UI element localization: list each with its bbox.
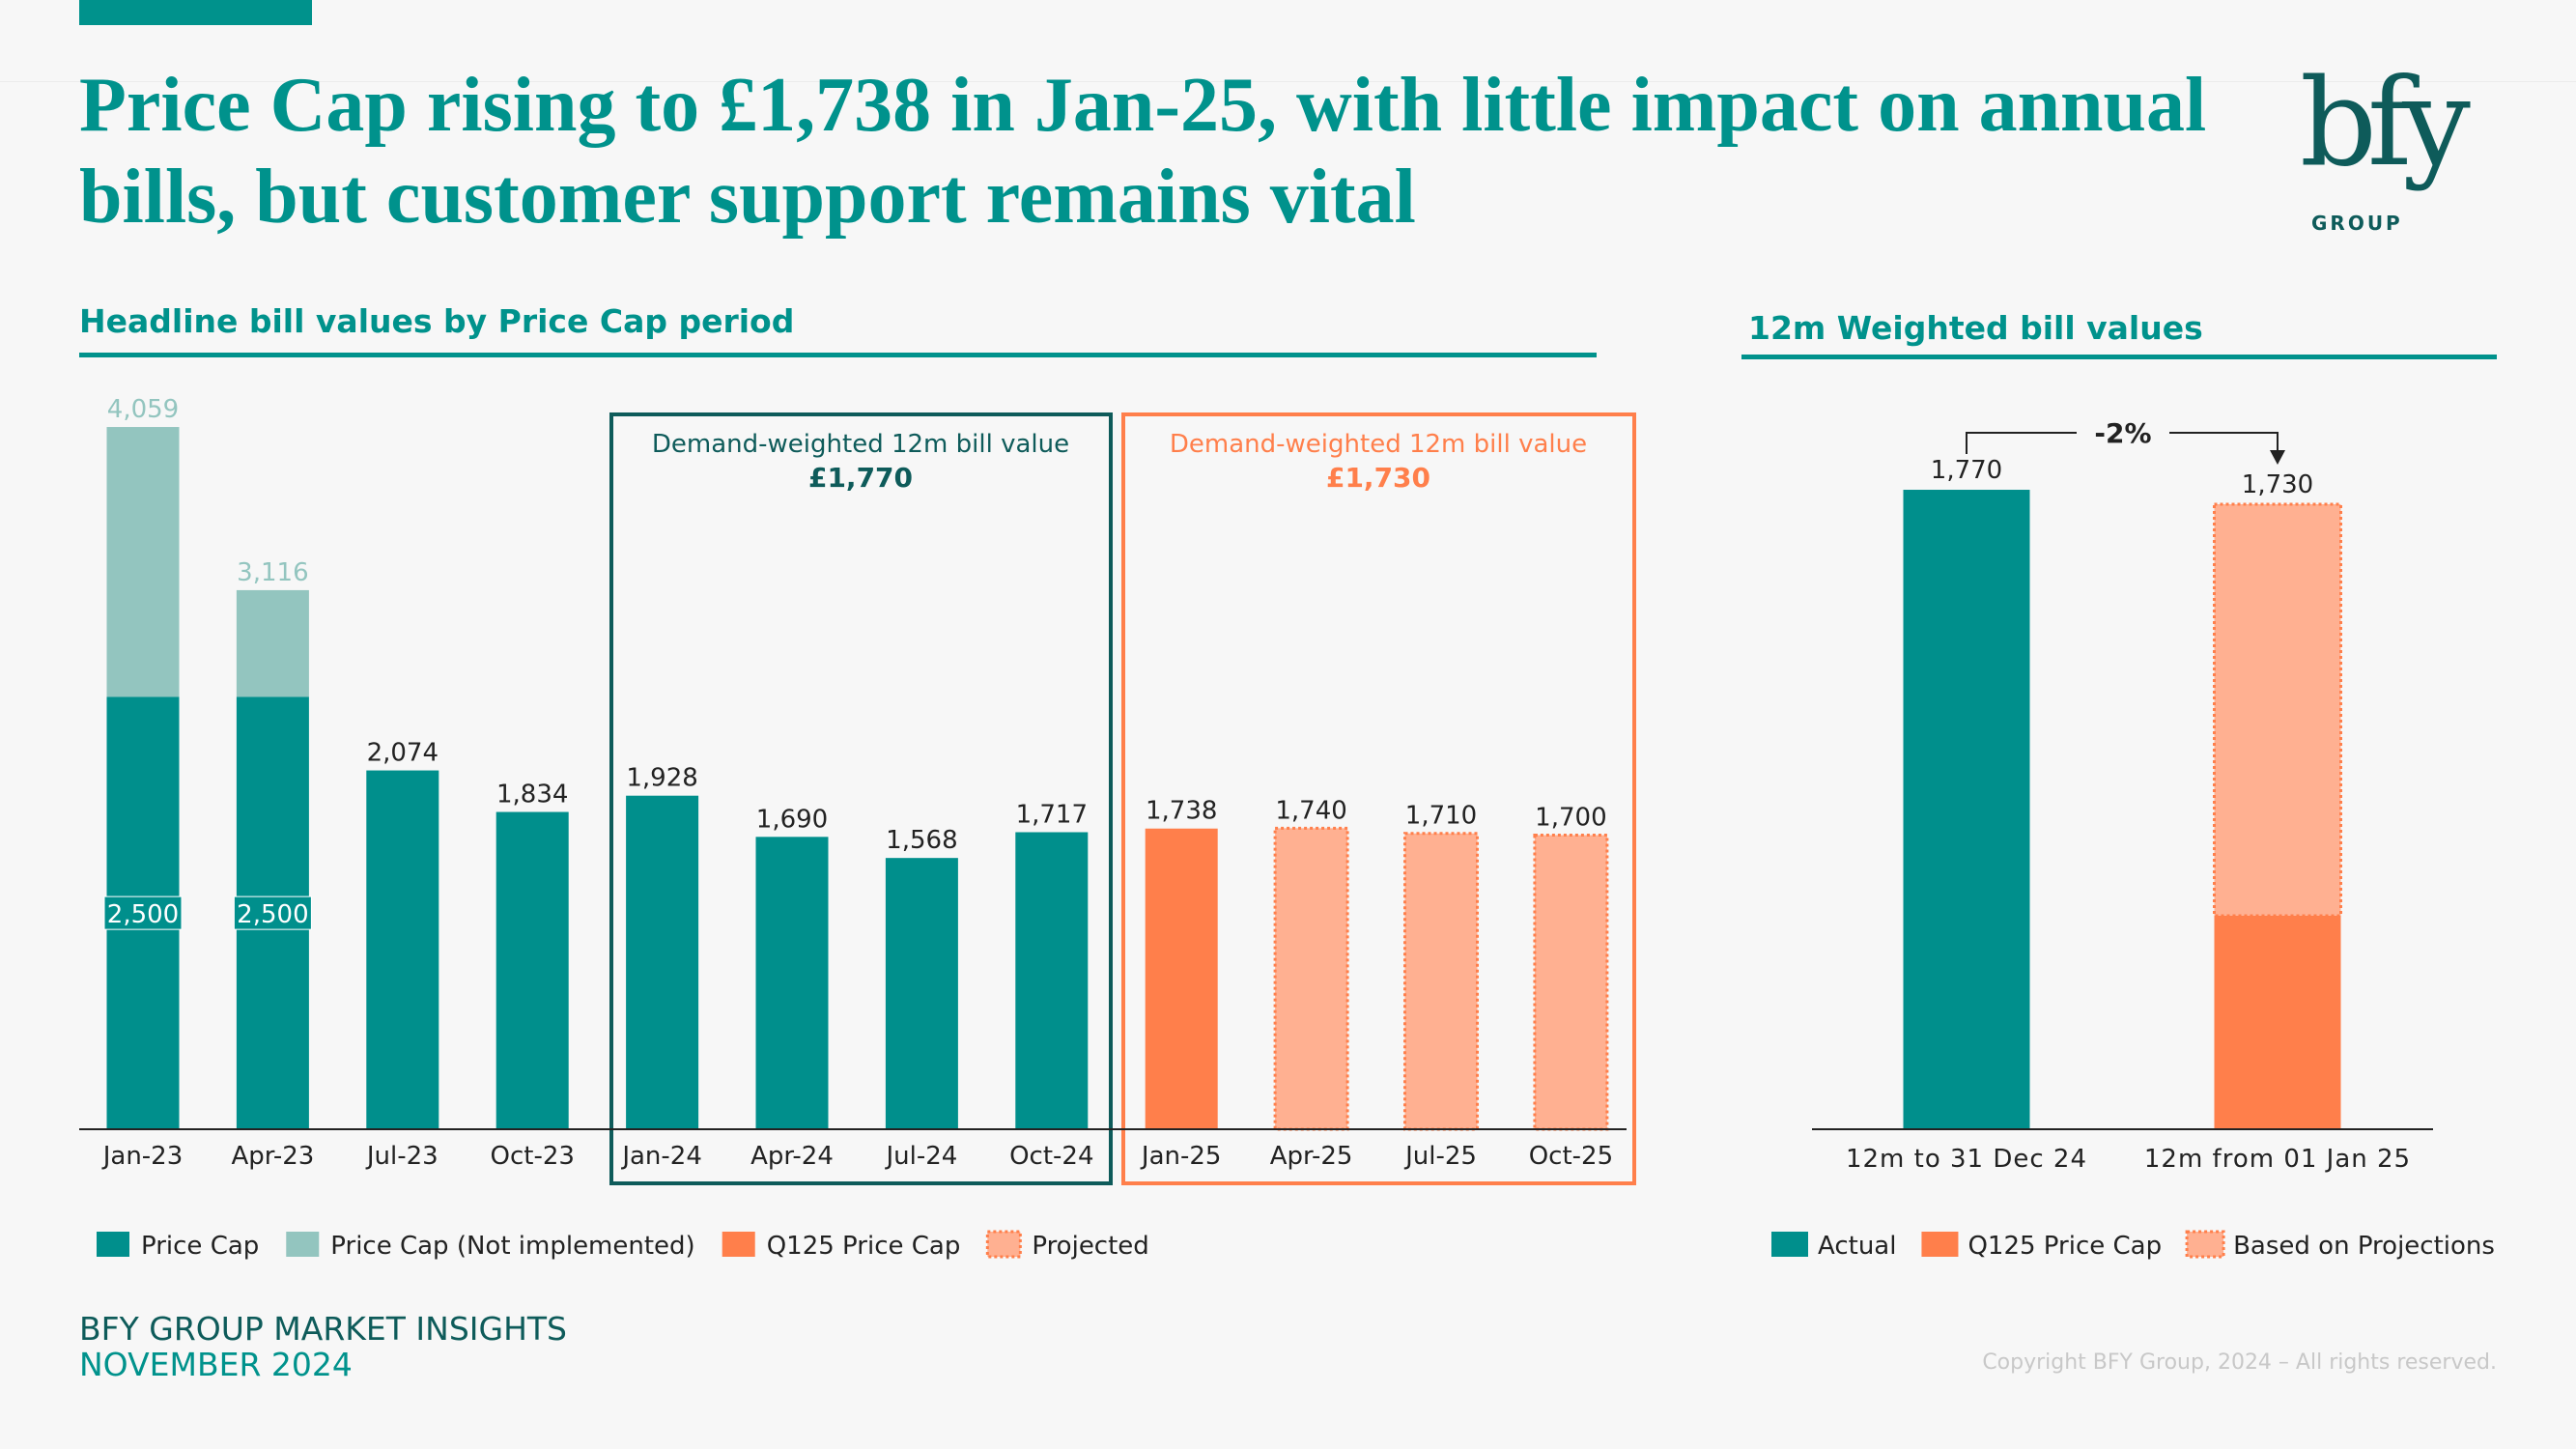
copyright: Copyright BFY Group, 2024 – All rights r… xyxy=(1982,1350,2497,1375)
data-label: 1,834 xyxy=(496,781,568,810)
bar-Jan-23 xyxy=(106,427,180,697)
x-tick-label: Apr-25 xyxy=(1270,1142,1353,1171)
bar-Apr-25 xyxy=(1273,826,1349,1131)
x-tick-label: Jul-25 xyxy=(1403,1142,1477,1171)
logo-wordmark: bfy xyxy=(2300,68,2471,193)
x-tick-label: Jan-25 xyxy=(1140,1142,1222,1171)
data-label: 1,717 xyxy=(1016,800,1088,829)
data-label: 1,568 xyxy=(886,826,957,855)
legend-swatch xyxy=(286,1232,320,1257)
legend-swatch xyxy=(1921,1232,1959,1257)
data-label: 1,730 xyxy=(2242,470,2313,499)
left-chart-title: Headline bill values by Price Cap period xyxy=(79,302,795,340)
x-tick-label: 12m to 31 Dec 24 xyxy=(1846,1145,2087,1174)
inner-label-box xyxy=(233,895,312,930)
x-tick-label: Oct-25 xyxy=(1529,1142,1613,1171)
change-label: -2% xyxy=(2094,417,2151,449)
bfy-logo: bfy GROUP xyxy=(2300,68,2480,235)
logo-subtext: GROUP xyxy=(2311,212,2403,235)
x-tick-label: Jul-23 xyxy=(365,1142,439,1171)
legend-label: Q125 Price Cap xyxy=(1967,1232,2162,1261)
bar-actual xyxy=(1903,490,2030,1129)
inner-label-box xyxy=(103,895,183,930)
bar-projected xyxy=(2213,502,2342,918)
legend-swatch xyxy=(722,1232,755,1257)
bar-Oct-23 xyxy=(495,811,569,1129)
footer-date: NOVEMBER 2024 xyxy=(79,1346,353,1383)
x-tick-label: Jan-24 xyxy=(620,1142,702,1171)
data-label: 1,928 xyxy=(626,764,697,793)
x-tick-label: Jul-24 xyxy=(884,1142,957,1171)
bracket-line xyxy=(2169,432,2279,452)
x-tick-label: Apr-24 xyxy=(750,1142,834,1171)
annotation-label: Demand-weighted 12m bill value xyxy=(652,430,1069,459)
bar-Jul-25 xyxy=(1403,832,1479,1131)
legend-swatch xyxy=(97,1232,129,1257)
data-label: 1,700 xyxy=(1535,804,1606,833)
data-label: 1,710 xyxy=(1405,802,1477,831)
legend-label: Actual xyxy=(1818,1232,1896,1261)
bar-Jul-23 xyxy=(366,770,439,1129)
x-tick-label: Oct-23 xyxy=(490,1142,574,1171)
legend-label: Q125 Price Cap xyxy=(767,1232,961,1261)
x-tick-label: 12m from 01 Jan 25 xyxy=(2144,1145,2411,1174)
bar-Oct-25 xyxy=(1533,834,1609,1131)
annotation-label: Demand-weighted 12m bill value xyxy=(1170,430,1587,459)
annotation-value: £1,730 xyxy=(1326,462,1430,494)
data-label: 3,116 xyxy=(237,558,308,587)
data-label: 1,738 xyxy=(1146,797,1217,826)
x-tick-label: Jan-23 xyxy=(101,1142,184,1171)
inner-label: 2,500 xyxy=(237,900,308,929)
footer-brand: BFY GROUP MARKET INSIGHTS xyxy=(79,1310,567,1348)
bar-q125 xyxy=(2214,915,2341,1129)
data-label: 1,770 xyxy=(1931,456,2002,485)
data-label: 1,740 xyxy=(1275,796,1346,825)
x-tick-label: Oct-24 xyxy=(1009,1142,1093,1171)
data-label: 4,059 xyxy=(107,395,179,424)
bracket-line xyxy=(1966,432,2077,454)
right-chart-title: 12m Weighted bill values xyxy=(1748,309,2203,347)
right-title-rule xyxy=(1741,355,2497,359)
inner-label: 2,500 xyxy=(107,900,179,929)
legend-label: Projected xyxy=(1032,1232,1148,1261)
accent-bar xyxy=(79,0,312,25)
x-tick-label: Apr-23 xyxy=(232,1142,315,1171)
annotation-value: £1,770 xyxy=(808,462,913,494)
annotation-box-2024 xyxy=(609,412,1113,1185)
legend-label: Price Cap (Not implemented) xyxy=(330,1232,694,1261)
arrow-down-icon xyxy=(2270,450,2285,465)
legend-label: Based on Projections xyxy=(2233,1232,2495,1261)
legend-swatch xyxy=(985,1230,1022,1259)
annotation-box-2025 xyxy=(1121,412,1636,1185)
page-title: Price Cap rising to £1,738 in Jan-25, wi… xyxy=(79,63,2207,240)
bar-Oct-24 xyxy=(1015,832,1089,1129)
legend-swatch xyxy=(2185,1230,2225,1259)
data-label: 1,690 xyxy=(756,805,828,834)
bar-Jan-25 xyxy=(1145,828,1218,1129)
bar-Jan-24 xyxy=(626,795,699,1129)
bar-Apr-23 xyxy=(236,589,309,697)
legend-swatch xyxy=(1771,1232,1808,1257)
legend-label: Price Cap xyxy=(141,1232,259,1261)
divider xyxy=(0,81,2576,82)
data-label: 2,074 xyxy=(367,739,439,768)
bar-Apr-24 xyxy=(755,837,829,1129)
left-title-rule xyxy=(79,353,1597,357)
bar-Jul-24 xyxy=(885,858,958,1129)
